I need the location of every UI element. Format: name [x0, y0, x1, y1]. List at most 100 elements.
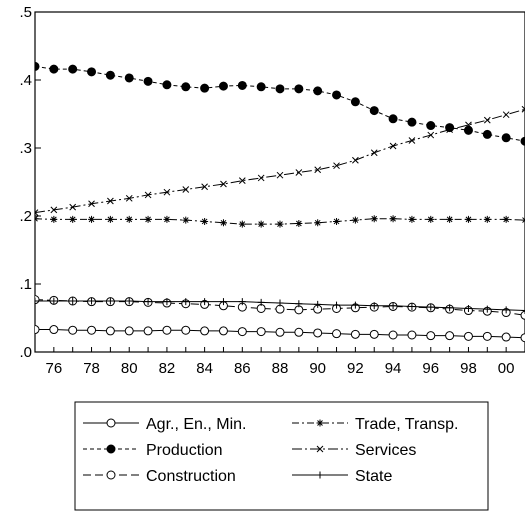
x-tick-label: 86: [234, 360, 251, 377]
legend-item: Construction: [83, 468, 236, 485]
data-point: [182, 186, 190, 193]
data-point: [219, 298, 227, 306]
data-point: [144, 191, 152, 199]
x-axis: 76 78 80 82 84 86 88 90 92 94 96 98 00: [34, 347, 525, 377]
series-4: [35, 105, 525, 216]
legend-item: Agr., En., Min.: [83, 416, 246, 433]
data-point: [88, 215, 96, 223]
data-point: [35, 297, 39, 305]
legend-label: Construction: [146, 468, 236, 485]
data-point: [520, 136, 525, 146]
x-tick-label: 82: [159, 360, 176, 377]
data-point: [427, 131, 435, 139]
series-1: [35, 61, 525, 146]
data-point: [463, 331, 473, 341]
series-0: [35, 325, 525, 343]
data-point: [369, 106, 379, 116]
data-point: [351, 216, 359, 224]
data-point: [314, 166, 322, 174]
data-point: [144, 215, 152, 223]
data-point: [35, 325, 40, 335]
data-point: [388, 114, 398, 124]
data-point: [49, 64, 59, 74]
legend-label: Trade, Transp.: [355, 416, 458, 433]
x-tick-label: 98: [460, 360, 477, 377]
data-point: [69, 203, 77, 211]
data-point: [143, 326, 153, 336]
y-tick-label: .5: [19, 4, 32, 21]
data-point: [105, 326, 115, 336]
y-tick-label: .2: [19, 208, 32, 225]
y-tick-label: .0: [19, 344, 32, 361]
legend-marker: [316, 445, 324, 453]
data-point: [124, 73, 134, 83]
data-point: [502, 215, 510, 223]
data-point: [332, 329, 342, 339]
data-point: [143, 76, 153, 86]
data-point: [426, 331, 436, 341]
data-point: [125, 297, 133, 305]
data-point: [295, 219, 303, 227]
data-point: [407, 330, 417, 340]
y-tick-label: .4: [19, 72, 32, 89]
legend-marker: [106, 418, 116, 428]
data-point: [237, 80, 247, 90]
data-point: [501, 332, 511, 342]
data-point: [162, 80, 172, 90]
x-tick-label: 88: [272, 360, 289, 377]
data-point: [408, 302, 416, 310]
data-point: [257, 174, 265, 182]
data-point: [520, 310, 525, 320]
legend-label: Agr., En., Min.: [146, 416, 246, 433]
data-point: [219, 219, 227, 227]
data-point: [314, 300, 322, 308]
data-point: [333, 162, 340, 170]
x-tick-label: 84: [196, 360, 213, 377]
data-point: [106, 215, 114, 223]
legend-marker: [106, 470, 116, 480]
data-point: [35, 295, 40, 305]
data-point: [256, 82, 266, 92]
legend-marker: [316, 419, 324, 427]
data-point: [68, 64, 78, 74]
data-point: [276, 299, 284, 307]
data-point: [275, 327, 285, 337]
data-point: [313, 328, 323, 338]
data-point: [426, 121, 436, 131]
data-point: [35, 215, 39, 223]
data-point: [237, 327, 247, 337]
legend-box: [74, 401, 489, 511]
data-point: [88, 200, 95, 208]
data-point: [520, 333, 525, 343]
data-point: [463, 125, 473, 135]
data-point: [465, 121, 472, 129]
data-point: [50, 215, 58, 223]
data-point: [163, 188, 171, 196]
legend-label: Production: [146, 442, 223, 459]
data-point: [106, 297, 114, 305]
data-point: [125, 215, 133, 223]
data-point: [220, 180, 227, 188]
data-point: [445, 331, 455, 341]
data-point: [501, 133, 511, 143]
data-point: [294, 327, 304, 337]
data-point: [483, 215, 491, 223]
data-point: [294, 84, 304, 94]
x-tick-label: 90: [309, 360, 326, 377]
data-point: [389, 215, 397, 223]
data-point: [446, 126, 453, 133]
data-point: [521, 105, 525, 113]
data-point: [218, 326, 228, 336]
data-point: [389, 142, 397, 150]
data-point: [238, 177, 246, 184]
data-point: [369, 329, 379, 339]
data-point: [87, 325, 97, 335]
data-point: [49, 325, 59, 335]
data-point: [182, 298, 190, 306]
data-point: [275, 84, 285, 94]
data-point: [125, 194, 133, 202]
data-point: [124, 326, 134, 336]
data-point: [502, 306, 510, 314]
data-point: [483, 305, 491, 313]
